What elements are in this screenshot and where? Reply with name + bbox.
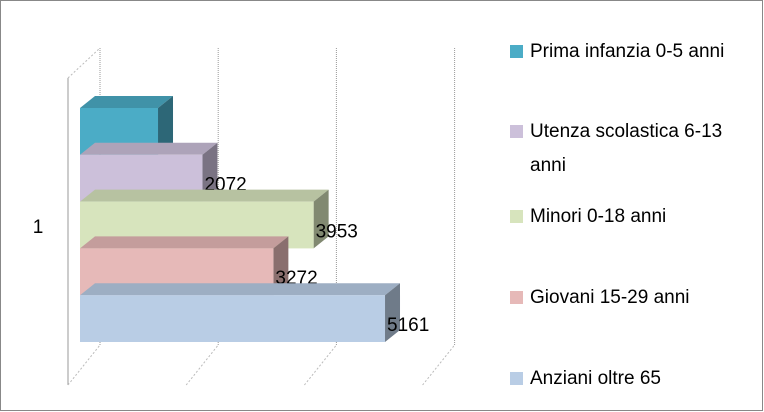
grid-floor [185, 344, 219, 386]
legend-label: Giovani 15-29 anni [530, 287, 690, 308]
legend-label: Prima infanzia 0-5 anni [530, 41, 725, 62]
bar [80, 295, 386, 342]
bar-side [202, 142, 218, 202]
legend-label: Anziani oltre 65 [530, 368, 661, 389]
bar-side [158, 96, 174, 155]
legend-swatch [510, 125, 523, 138]
axis-wall [67, 47, 101, 79]
y-tick-label: 1 [33, 217, 44, 238]
bar-top [80, 142, 218, 155]
bar-side [313, 189, 329, 249]
bar-top [80, 96, 174, 108]
bar-side [385, 283, 401, 342]
grid-floor [67, 344, 101, 386]
legend-swatch [510, 372, 523, 385]
data-label: 3953 [316, 221, 358, 242]
grid-floor [422, 344, 455, 386]
bar-top [80, 283, 401, 296]
legend-swatch [510, 210, 523, 223]
legend-label: Utenza scolastica 6-13 anni [530, 121, 723, 176]
legend-swatch [510, 291, 523, 304]
bar-side [273, 236, 289, 296]
legend-label: Minori 0-18 anni [530, 206, 667, 227]
data-label: 5161 [387, 315, 429, 336]
bar-top [80, 236, 289, 249]
grid-floor [304, 344, 337, 386]
legend-swatch [510, 45, 523, 58]
bar-top [80, 189, 329, 202]
